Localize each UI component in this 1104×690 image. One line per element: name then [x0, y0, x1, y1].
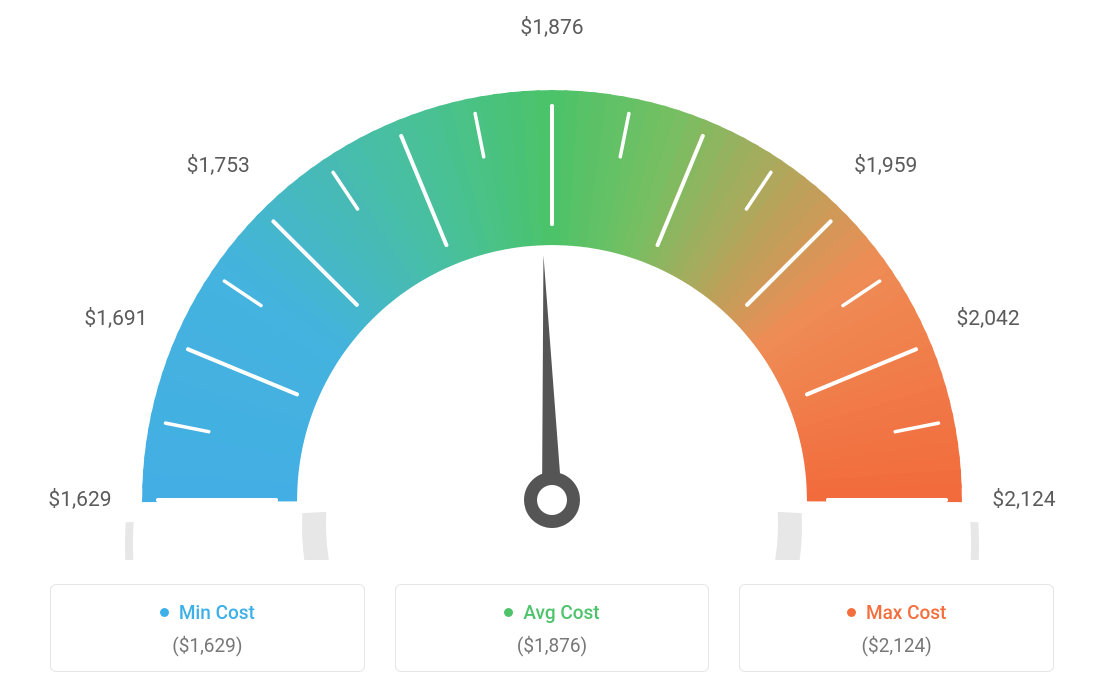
- legend-title-max: Max Cost: [847, 601, 946, 624]
- legend-card-max: Max Cost ($2,124): [739, 584, 1054, 672]
- gauge-tick-label: $2,124: [992, 488, 1055, 512]
- legend-dot-min: [160, 608, 169, 617]
- legend-title-avg: Avg Cost: [504, 601, 599, 624]
- gauge-chart: $1,629 $1,691 $1,753 $1,876 $1,959 $2,042 $2,1…: [0, 0, 1104, 560]
- legend-card-min: Min Cost ($1,629): [50, 584, 365, 672]
- legend-dot-avg: [504, 608, 513, 617]
- legend-title-text-min: Min Cost: [179, 601, 255, 624]
- legend-value-min: ($1,629): [61, 634, 354, 657]
- gauge-tick-label: $1,629: [48, 488, 111, 512]
- legend-value-avg: ($1,876): [406, 634, 699, 657]
- legend-title-min: Min Cost: [160, 601, 255, 624]
- gauge-tick-label: $1,753: [187, 154, 250, 178]
- legend-row: Min Cost ($1,629) Avg Cost ($1,876) Max …: [50, 584, 1054, 672]
- gauge-svg: [0, 0, 1104, 560]
- gauge-tick-label: $1,691: [84, 307, 147, 331]
- legend-title-text-avg: Avg Cost: [523, 601, 599, 624]
- gauge-tick-label: $1,959: [854, 154, 917, 178]
- gauge-tick-label: $1,876: [520, 16, 583, 40]
- legend-card-avg: Avg Cost ($1,876): [395, 584, 710, 672]
- legend-value-max: ($2,124): [750, 634, 1043, 657]
- legend-title-text-max: Max Cost: [866, 601, 946, 624]
- gauge-tick-label: $2,042: [956, 307, 1019, 331]
- legend-dot-max: [847, 608, 856, 617]
